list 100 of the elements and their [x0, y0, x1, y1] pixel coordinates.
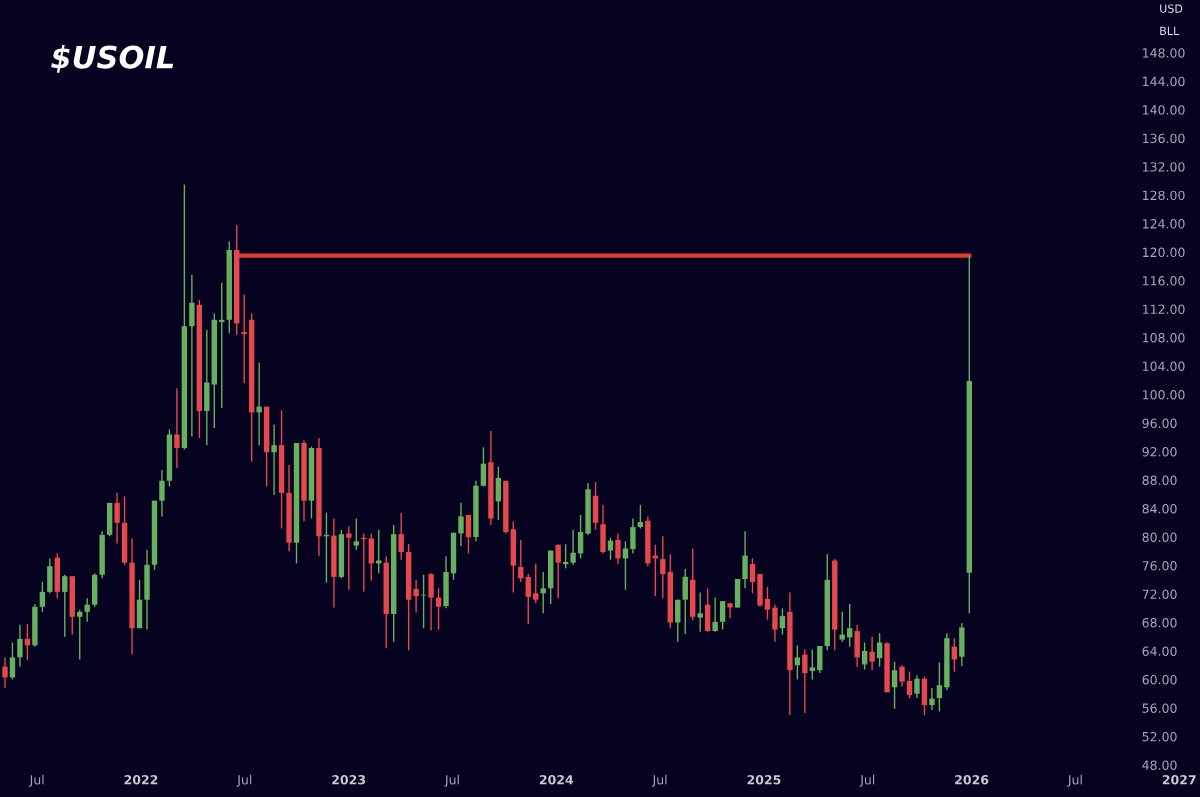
candlestick	[428, 572, 434, 632]
y-tick-label: 128.00	[1143, 190, 1185, 201]
candlestick	[622, 540, 629, 591]
y-tick-label: 112.00	[1143, 304, 1185, 315]
candlestick	[630, 517, 636, 555]
candlestick	[2, 656, 8, 689]
y-tick-label: 144.00	[1143, 76, 1185, 87]
y-tick-label: 64.00	[1142, 646, 1177, 656]
candlestick	[929, 687, 935, 711]
y-tick-label: 92.00	[1142, 447, 1177, 457]
candlestick	[682, 568, 688, 635]
candlestick	[17, 623, 23, 668]
candlestick	[458, 502, 464, 547]
x-tick-label: Jul	[859, 774, 875, 787]
candlestick	[951, 637, 958, 673]
text: $USOIL	[51, 44, 174, 73]
candlestick	[779, 607, 786, 636]
candlestick	[577, 514, 584, 560]
candlestick	[742, 530, 748, 590]
candlestick	[914, 674, 920, 699]
candlestick	[540, 571, 546, 614]
candlestick	[256, 361, 262, 446]
candlestick	[189, 274, 195, 438]
candlestick	[241, 294, 247, 384]
candlestick	[719, 600, 726, 631]
y-tick-label: 104.00	[1143, 361, 1185, 372]
candlestick	[794, 644, 801, 681]
candlestick	[749, 557, 756, 594]
candlestick	[697, 591, 703, 633]
candlestick	[533, 563, 539, 604]
candlestick	[271, 423, 277, 496]
x-tick-label: 2022	[124, 775, 158, 785]
y-tick-label: 60.00	[1142, 674, 1177, 685]
y-tick-label: 100.00	[1143, 390, 1185, 400]
candlestick	[435, 587, 442, 631]
candlestick	[413, 579, 419, 614]
candlestick	[772, 603, 778, 643]
candlestick	[398, 512, 404, 561]
candlestick	[353, 517, 360, 551]
x-tick-label: Jul	[28, 774, 44, 787]
candlestick	[465, 514, 472, 555]
candlestick	[876, 632, 883, 668]
candlestick	[809, 648, 816, 681]
candlestick	[39, 581, 46, 613]
y-tick-label: 124.00	[1143, 219, 1185, 229]
candlestick	[675, 599, 681, 643]
y-tick-label: 76.00	[1142, 560, 1177, 571]
y-tick-label: 80.00	[1142, 532, 1177, 542]
y-tick-label: 132.00	[1143, 162, 1185, 172]
candlestick	[847, 603, 853, 648]
x-tick-label: Jul	[444, 774, 459, 787]
y-tick-label: 88.00	[1142, 475, 1177, 485]
candlestick	[495, 465, 502, 521]
y-tick-label: 48.00	[1142, 760, 1177, 770]
y-tick-label: 68.00	[1142, 617, 1177, 628]
candlestick	[839, 611, 845, 643]
annotation: BLL	[1160, 26, 1180, 35]
annotation: USD	[1160, 4, 1183, 13]
x-tick-label: Jul	[236, 774, 252, 787]
y-tick-label: 52.00	[1142, 731, 1177, 742]
x-tick-label: 2023	[332, 775, 366, 785]
x-tick-label: 2027	[1162, 775, 1196, 785]
candlestick	[84, 597, 90, 623]
y-tick-label: 72.00	[1142, 589, 1177, 599]
candlestick	[891, 660, 898, 710]
candlestick	[906, 670, 913, 699]
candlestick	[869, 636, 875, 671]
candlestick	[660, 535, 666, 599]
candlestick	[637, 504, 644, 530]
candlestick	[570, 529, 576, 566]
candlestick	[615, 532, 621, 565]
y-tick-label: 108.00	[1143, 333, 1185, 343]
y-tick-label: 120.00	[1143, 247, 1185, 258]
candlestick	[9, 641, 16, 681]
x-tick-label: 2024	[539, 775, 574, 785]
candlestick	[62, 574, 68, 638]
y-tick-label: 140.00	[1143, 105, 1185, 115]
candlestick	[77, 608, 83, 661]
candlestick	[899, 664, 905, 688]
candlestick	[174, 387, 180, 469]
y-tick-label: 148.00	[1143, 48, 1185, 58]
candlestick	[802, 648, 808, 714]
x-tick-label: 2026	[955, 775, 989, 785]
candlestick	[861, 641, 868, 671]
y-tick-label: 116.00	[1143, 276, 1185, 286]
candlestick	[346, 525, 352, 591]
x-tick-label: 2025	[747, 775, 781, 785]
candlestick	[764, 586, 771, 621]
candlestick	[480, 446, 487, 488]
candlestick	[525, 573, 531, 625]
candlestick	[555, 543, 561, 599]
x-tick-label: Jul	[651, 774, 667, 787]
candlestick	[727, 602, 733, 619]
x-tick-label: Jul	[1067, 774, 1082, 787]
y-tick-label: 56.00	[1142, 703, 1177, 713]
candlestick	[114, 492, 120, 545]
candlestick	[159, 469, 165, 518]
candlestick	[712, 596, 718, 633]
y-tick-label: 136.00	[1143, 133, 1185, 144]
candlestick	[607, 537, 614, 561]
